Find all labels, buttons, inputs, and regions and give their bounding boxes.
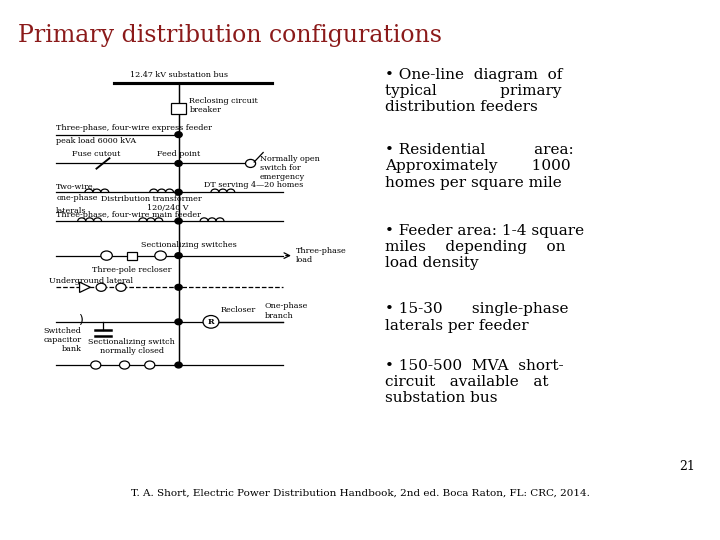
- Bar: [127, 252, 137, 260]
- Circle shape: [175, 160, 182, 166]
- Circle shape: [246, 159, 256, 167]
- Text: 12.47 kV substation bus: 12.47 kV substation bus: [130, 71, 228, 79]
- Text: T. A. Short, Electric Power Distribution Handbook, 2nd ed. Boca Raton, FL: CRC, : T. A. Short, Electric Power Distribution…: [130, 489, 590, 498]
- Text: Sectionalizing switches: Sectionalizing switches: [141, 241, 236, 249]
- Text: Switched
capacitor
bank: Switched capacitor bank: [43, 327, 81, 353]
- Text: R: R: [129, 252, 135, 260]
- Circle shape: [175, 362, 182, 368]
- Text: • Residential          area:
Approximately       1000
homes per square mile: • Residential area: Approximately 1000 h…: [385, 143, 574, 190]
- Circle shape: [101, 251, 112, 260]
- Circle shape: [175, 190, 182, 195]
- Text: • Feeder area: 1-4 square
miles    depending    on
load density: • Feeder area: 1-4 square miles dependin…: [385, 224, 585, 271]
- Text: peak load 6000 kVA: peak load 6000 kVA: [56, 137, 136, 145]
- Text: Feed point: Feed point: [157, 150, 200, 158]
- Text: ): ): [79, 314, 84, 327]
- Circle shape: [116, 284, 126, 291]
- Text: Underground lateral: Underground lateral: [49, 277, 133, 285]
- Text: one-phase: one-phase: [56, 194, 98, 202]
- Text: 21: 21: [679, 460, 695, 472]
- Text: One-phase
branch: One-phase branch: [265, 302, 308, 320]
- Text: R: R: [207, 318, 215, 326]
- Circle shape: [155, 251, 166, 260]
- Text: Primary distribution configurations: Primary distribution configurations: [18, 24, 442, 48]
- Text: IOWA STATE UNIVERSITY: IOWA STATE UNIVERSITY: [235, 514, 485, 531]
- Circle shape: [96, 284, 107, 291]
- Text: Sectionalizing switch
normally closed: Sectionalizing switch normally closed: [89, 338, 175, 355]
- Bar: [171, 103, 186, 114]
- Text: laterals: laterals: [56, 207, 86, 214]
- Text: Three-phase
load: Three-phase load: [296, 247, 346, 264]
- Circle shape: [175, 218, 182, 224]
- Circle shape: [91, 361, 101, 369]
- Text: Fuse cutout: Fuse cutout: [71, 150, 120, 158]
- Text: Three-phase, four-wire main feeder: Three-phase, four-wire main feeder: [56, 211, 201, 219]
- Text: Two-wire,: Two-wire,: [56, 182, 96, 190]
- Text: Distribution transformer: Distribution transformer: [101, 194, 202, 202]
- Circle shape: [175, 319, 182, 325]
- Circle shape: [203, 315, 219, 328]
- Circle shape: [175, 132, 182, 138]
- Text: Three-pole recloser: Three-pole recloser: [92, 266, 171, 274]
- Text: • 150-500  MVA  short-
circuit   available   at
substation bus: • 150-500 MVA short- circuit available a…: [385, 359, 564, 406]
- Text: Recloser: Recloser: [221, 306, 256, 314]
- Circle shape: [175, 285, 182, 290]
- Circle shape: [120, 361, 130, 369]
- Text: • One-line  diagram  of
typical             primary
distribution feeders: • One-line diagram of typical primary di…: [385, 68, 562, 114]
- Text: Normally open
switch for
emergency: Normally open switch for emergency: [260, 155, 320, 181]
- Polygon shape: [80, 282, 91, 293]
- Text: Reclosing circuit
breaker: Reclosing circuit breaker: [189, 97, 258, 114]
- Text: 120/240 V: 120/240 V: [147, 204, 189, 212]
- Circle shape: [145, 361, 155, 369]
- Circle shape: [175, 253, 182, 259]
- Text: Three-phase, four-wire express feeder: Three-phase, four-wire express feeder: [56, 124, 212, 132]
- Text: • 15-30      single-phase
laterals per feeder: • 15-30 single-phase laterals per feeder: [385, 302, 569, 333]
- Text: DT serving 4—20 homes: DT serving 4—20 homes: [204, 181, 303, 190]
